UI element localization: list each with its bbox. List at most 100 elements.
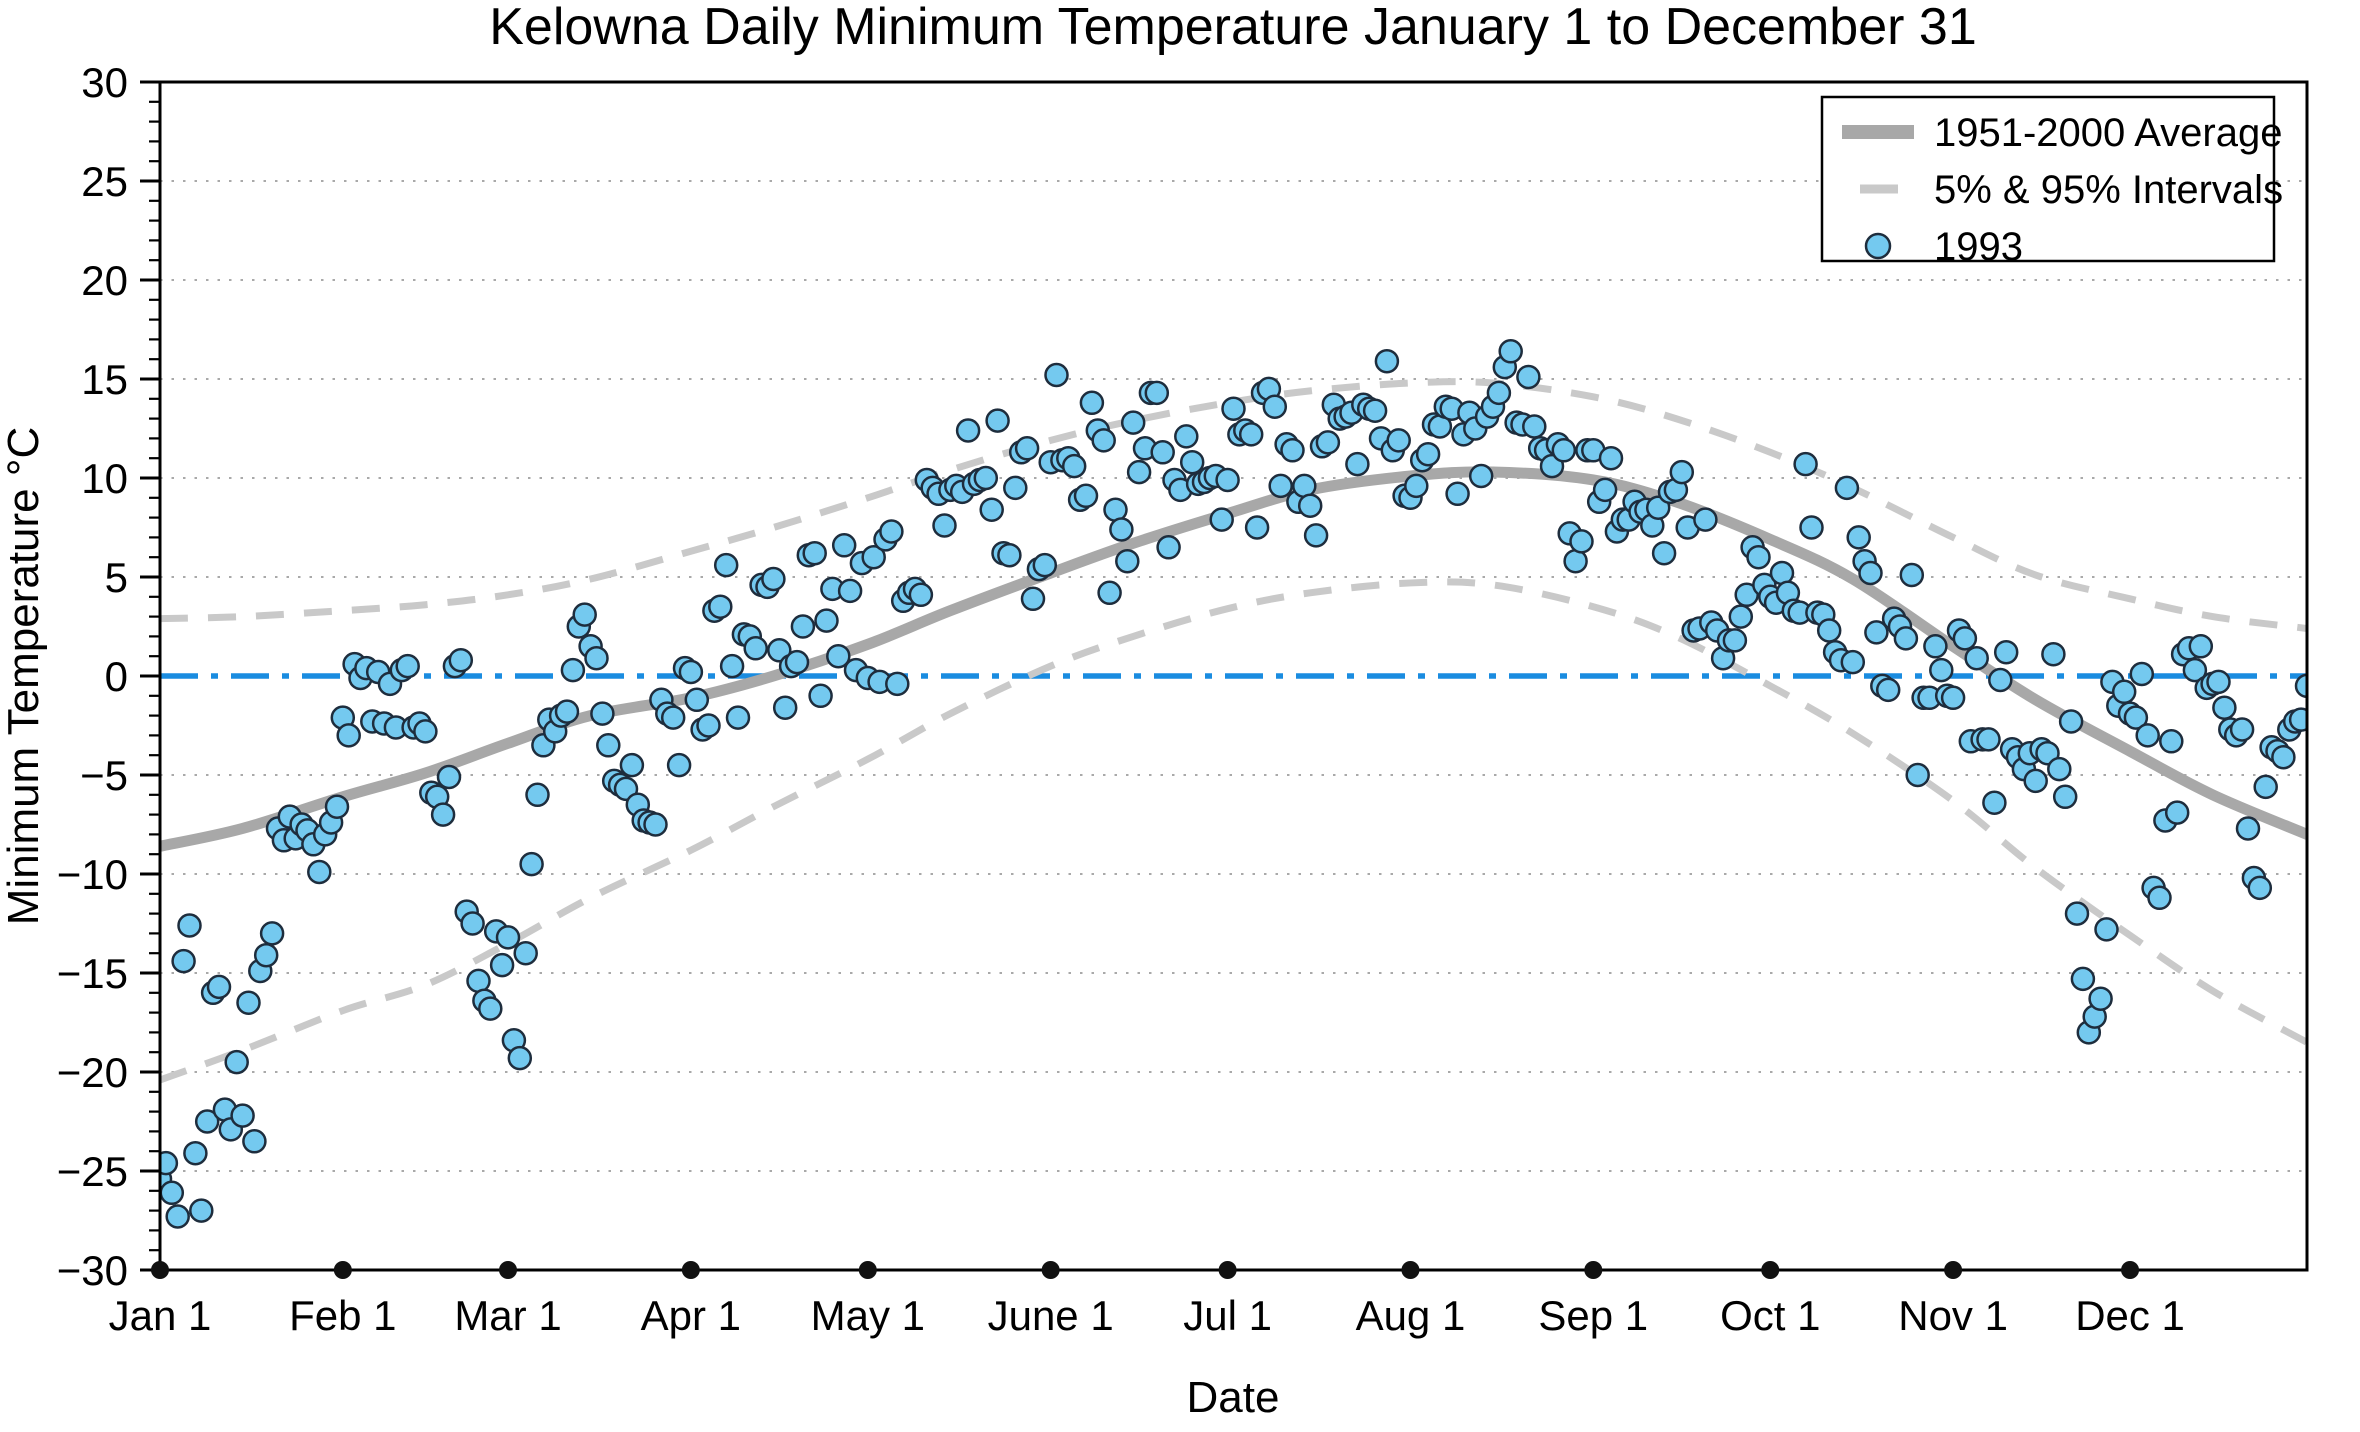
data-point-1993 — [1893, 626, 1919, 651]
data-point-1993 — [2052, 784, 2078, 810]
data-point-1993 — [1592, 477, 1618, 503]
data-point-1993 — [489, 952, 515, 978]
gridlines — [160, 180, 2307, 1172]
data-point-1993 — [1952, 626, 1978, 651]
data-point-1993 — [1003, 475, 1028, 501]
data-point-1993 — [2182, 657, 2208, 683]
month-dot-Sep1 — [1584, 1261, 1603, 1279]
data-point-1993 — [696, 713, 721, 738]
data-point-1993 — [1799, 515, 1824, 540]
data-point-1993 — [1598, 445, 1624, 471]
data-point-1993 — [1386, 428, 1411, 453]
data-point-1993 — [560, 657, 586, 683]
month-dot-May1 — [858, 1261, 877, 1279]
data-point-1993 — [1905, 762, 1930, 788]
data-point-1993 — [189, 1198, 214, 1223]
data-point-1993 — [1280, 438, 1305, 463]
data-point-1993 — [395, 653, 420, 679]
data-point-1993 — [1079, 390, 1105, 416]
data-point-1993 — [2288, 707, 2307, 732]
data-point-1993 — [2212, 695, 2237, 720]
data-point-1993 — [837, 578, 863, 604]
data-point-1993 — [719, 653, 745, 679]
data-point-1993 — [171, 948, 196, 974]
data-point-1993 — [1404, 473, 1429, 499]
data-point-1993 — [1109, 517, 1134, 542]
data-point-1993 — [1875, 677, 1901, 703]
data-point-1993 — [1073, 483, 1099, 509]
data-point-1993 — [2023, 768, 2048, 794]
legend-box — [1820, 95, 2276, 263]
data-point-1993 — [1315, 430, 1341, 455]
data-point-1993 — [955, 418, 981, 443]
data-point-1993 — [160, 1180, 185, 1206]
data-point-1993 — [1126, 459, 1152, 485]
data-point-1993 — [1044, 362, 1069, 388]
data-point-1993 — [985, 408, 1010, 433]
data-point-1993 — [1174, 424, 1199, 449]
data-point-1993 — [1144, 380, 1170, 406]
data-point-1993 — [2135, 723, 2160, 748]
legend-label-average: 1951-2000 Average — [1934, 111, 2282, 155]
legend: 1951-2000 Average 5% & 95% Intervals 199… — [1820, 95, 2283, 269]
data-point-1993 — [1238, 422, 1264, 447]
y-tick-label--20: −20 — [57, 1049, 128, 1096]
data-point-1993 — [460, 911, 485, 936]
x-tick-label-Dec1: Dec 1 — [2075, 1292, 2185, 1339]
data-point-1993 — [1746, 544, 1771, 570]
data-point-1993 — [1864, 620, 1889, 645]
data-point-1993 — [908, 582, 934, 608]
month-dot-Feb1 — [333, 1261, 352, 1279]
x-tick-label-May1: May 1 — [811, 1292, 925, 1339]
data-point-1993 — [1846, 525, 1871, 550]
data-point-1993 — [1262, 394, 1288, 419]
data-point-1993 — [678, 659, 704, 685]
data-point-1993 — [1728, 604, 1754, 629]
x-tick-label-Jul1: Jul 1 — [1183, 1292, 1272, 1339]
data-point-1993 — [1120, 410, 1146, 435]
data-point-1993 — [1179, 449, 1205, 475]
data-point-1993 — [495, 925, 521, 950]
legend-label-intervals: 5% & 95% Intervals — [1934, 168, 2283, 212]
data-point-1993 — [708, 594, 733, 619]
data-point-1993 — [2294, 673, 2307, 699]
data-point-1993 — [1988, 667, 2013, 693]
legend-label-1993: 1993 — [1934, 225, 2023, 269]
data-point-1993 — [761, 566, 786, 592]
data-point-1993 — [572, 602, 597, 627]
data-point-1993 — [307, 859, 332, 885]
data-point-1993 — [1297, 493, 1323, 518]
data-point-1993 — [1303, 523, 1329, 548]
data-point-1993 — [643, 812, 668, 837]
data-point-1993 — [194, 1109, 220, 1134]
data-point-1993 — [1244, 515, 1270, 540]
data-point-1993 — [885, 671, 910, 697]
data-point-1993 — [1516, 364, 1541, 390]
data-point-1993 — [253, 942, 279, 968]
data-point-1993 — [2041, 641, 2066, 667]
data-point-1993 — [802, 540, 827, 566]
average-1951-2000-curve — [160, 466, 2307, 852]
data-point-1993 — [1032, 552, 1058, 578]
data-point-1993 — [808, 683, 833, 709]
y-tick-label--25: −25 — [57, 1148, 128, 1195]
data-point-1993 — [1209, 507, 1234, 532]
data-point-1993 — [2188, 634, 2214, 659]
data-point-1993 — [772, 695, 798, 720]
data-point-1993 — [242, 1129, 267, 1154]
y-tick-label-20: 20 — [81, 257, 128, 304]
month-dot-Oct1 — [1761, 1261, 1780, 1279]
y-tick-label-15: 15 — [81, 356, 128, 403]
lower-5-interval-curve — [160, 578, 2307, 1084]
x-tick-label-Aug1: Aug 1 — [1356, 1292, 1466, 1339]
data-point-1993 — [743, 636, 768, 661]
data-point-1993 — [932, 513, 957, 538]
data-point-1993 — [1569, 529, 1594, 554]
y-tick-label-5: 5 — [105, 554, 128, 601]
data-point-1993 — [1940, 685, 1966, 711]
data-point-1993 — [230, 1103, 255, 1128]
data-point-1993 — [336, 723, 361, 748]
data-point-1993 — [519, 851, 544, 877]
month-dot-Apr1 — [681, 1261, 700, 1279]
